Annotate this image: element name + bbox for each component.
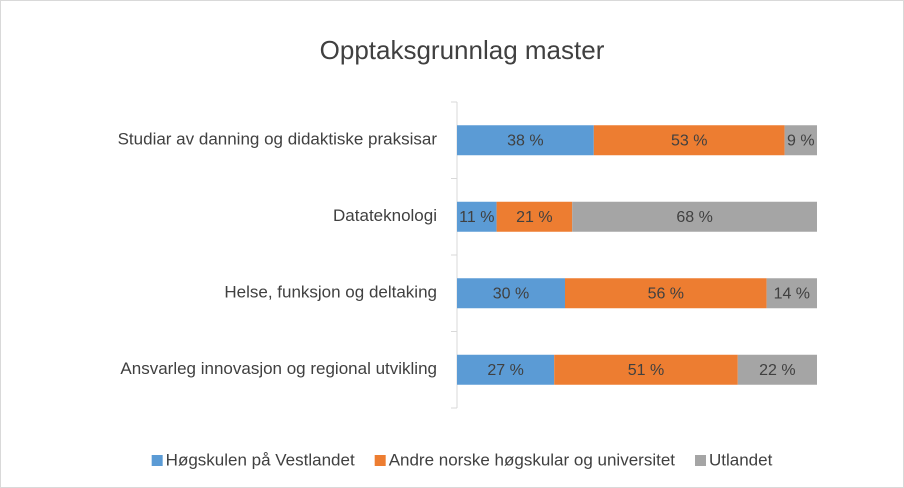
legend-swatch: [374, 455, 386, 466]
bar-segment: [766, 278, 817, 309]
value-label: 11 %: [459, 209, 494, 226]
value-label: 56 %: [648, 285, 684, 302]
bar-segment: [457, 278, 565, 309]
bar-segment: [554, 354, 738, 385]
bar-segment: [457, 201, 497, 232]
value-label: 53 %: [671, 132, 707, 149]
value-label: 27 %: [487, 362, 523, 379]
value-label: 22 %: [759, 362, 795, 379]
bar-segment: [565, 278, 767, 309]
category-label: Ansvarleg innovasjon og regional utvikli…: [120, 359, 437, 378]
category-label: Helse, funksjon og deltaking: [224, 283, 437, 302]
bar-segment: [593, 125, 785, 156]
category-label: Studiar av danning og didaktiske praksis…: [118, 130, 438, 149]
category-label: Datateknologi: [333, 206, 437, 225]
bar-segment: [457, 354, 555, 385]
bar-segment: [496, 201, 573, 232]
legend-swatch: [151, 455, 163, 466]
value-label: 9 %: [787, 132, 815, 149]
bar-segment: [737, 354, 817, 385]
legend-label: Andre norske høgskular og universitet: [389, 450, 676, 469]
value-label: 51 %: [628, 362, 664, 379]
chart-title: Opptaksgrunnlag master: [320, 35, 605, 65]
value-label: 38 %: [507, 132, 543, 149]
bar-segment: [572, 201, 817, 232]
value-label: 14 %: [774, 285, 810, 302]
value-label: 68 %: [676, 209, 712, 226]
legend-swatch: [695, 455, 706, 466]
legend-label: Utlandet: [709, 450, 773, 469]
value-label: 30 %: [493, 285, 529, 302]
bar-segment: [784, 125, 817, 156]
bar-segment: [457, 125, 594, 156]
legend-label: Høgskulen på Vestlandet: [166, 450, 355, 469]
value-label: 21 %: [516, 209, 552, 226]
